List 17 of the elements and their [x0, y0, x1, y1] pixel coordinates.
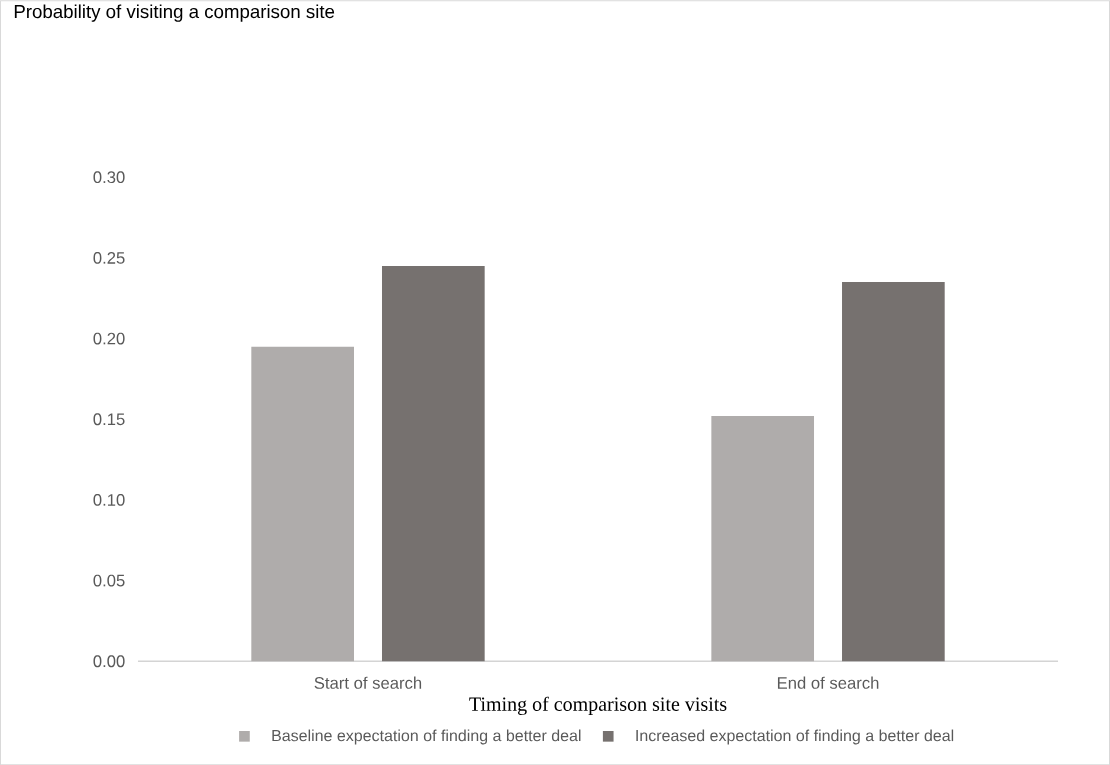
x-tick-label: End of search — [777, 676, 879, 689]
y-tick-label: 0.00 — [93, 655, 125, 668]
bar — [842, 281, 945, 662]
bar — [381, 265, 485, 662]
y-tick-label: 0.10 — [93, 493, 125, 506]
y-tick-label: 0.25 — [93, 251, 125, 264]
bar — [711, 415, 815, 662]
chart-title: Probability of visiting a comparison site — [14, 4, 335, 22]
y-tick-label: 0.30 — [93, 171, 125, 184]
bar — [251, 346, 354, 662]
x-tick-label: Start of search — [314, 676, 422, 689]
y-tick-label: 0.05 — [93, 574, 125, 587]
y-tick-label: 0.15 — [93, 413, 125, 426]
legend-label: Baseline expectation of finding a better deal — [272, 729, 581, 745]
legend-label: Increased expectation of finding a better deal — [636, 729, 954, 745]
x-axis-title: Timing of comparison site visits — [469, 696, 727, 715]
y-tick-label: 0.20 — [93, 332, 125, 345]
